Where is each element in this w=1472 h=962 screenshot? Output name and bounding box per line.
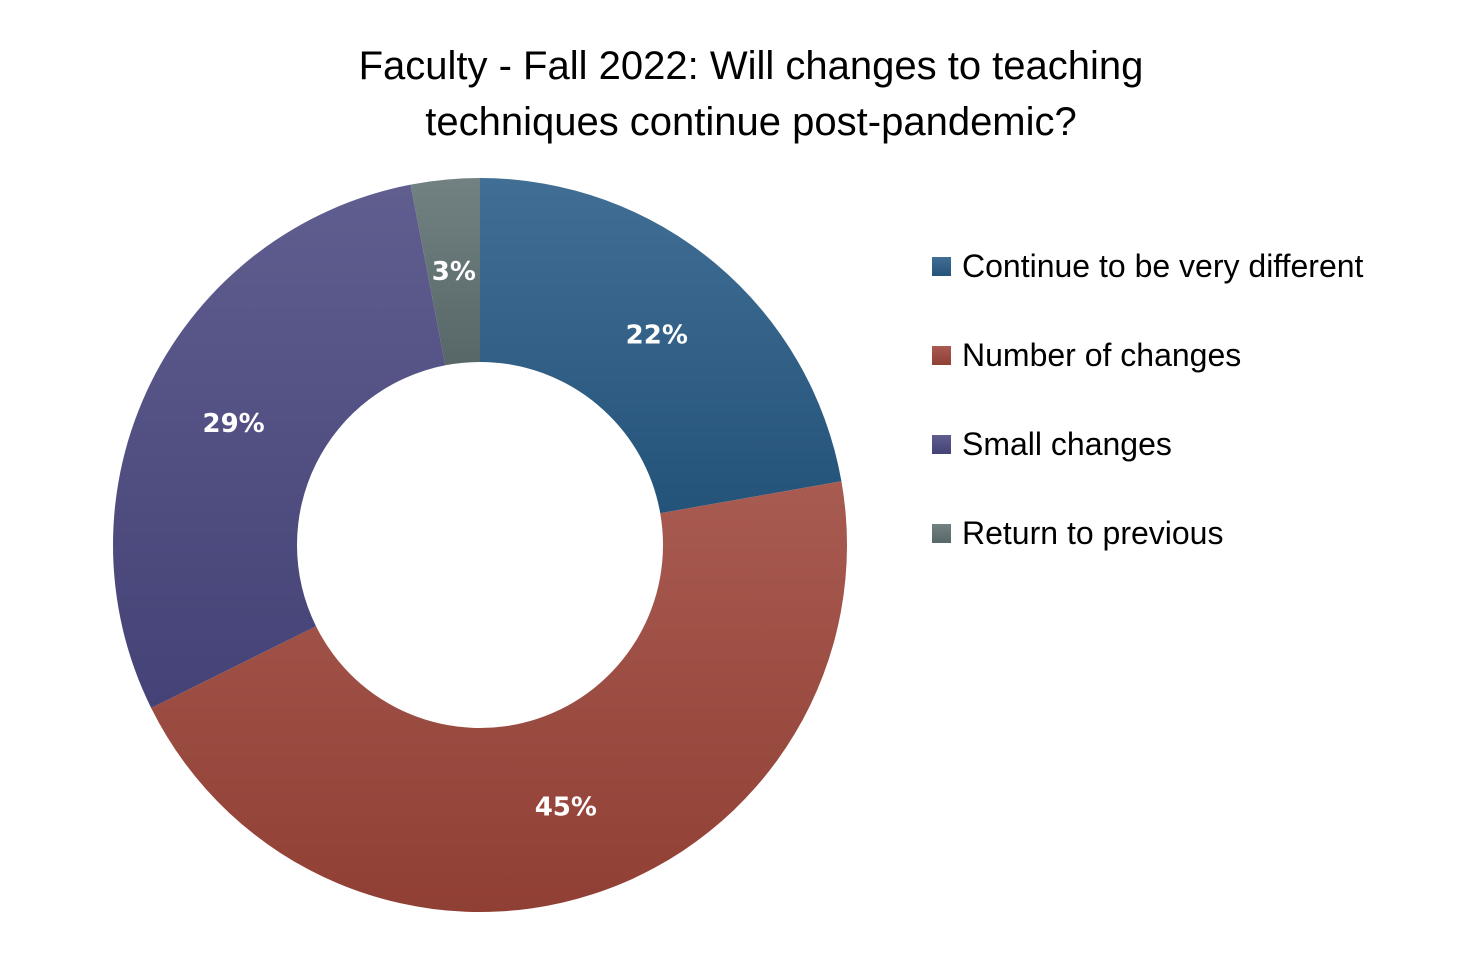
donut-slice-1 xyxy=(151,481,847,912)
legend-item: Continue to be very different xyxy=(932,222,1363,311)
legend-swatch xyxy=(932,346,951,365)
chart-title: Faculty - Fall 2022: Will changes to tea… xyxy=(0,38,1472,150)
legend-swatch xyxy=(932,257,951,276)
legend-swatch xyxy=(932,524,951,543)
legend: Continue to be very different Number of … xyxy=(932,222,1363,578)
data-label: 3% xyxy=(432,257,476,287)
legend-label: Return to previous xyxy=(962,515,1224,551)
chart-title-line-1: Faculty - Fall 2022: Will changes to tea… xyxy=(358,44,1144,88)
legend-label: Continue to be very different xyxy=(962,248,1364,284)
legend-item: Small changes xyxy=(932,400,1363,489)
data-label: 22% xyxy=(626,320,688,350)
data-label: 45% xyxy=(535,792,597,822)
donut-slice-2 xyxy=(112,184,446,708)
donut-slice-3 xyxy=(410,178,480,366)
legend-label: Small changes xyxy=(962,426,1172,462)
legend-label: Number of changes xyxy=(962,337,1242,373)
legend-swatch xyxy=(932,435,951,454)
donut-slice-0 xyxy=(480,178,842,514)
legend-item: Return to previous xyxy=(932,489,1363,578)
legend-item: Number of changes xyxy=(932,311,1363,400)
data-label: 29% xyxy=(202,409,264,439)
chart-title-line-2: techniques continue post-pandemic? xyxy=(425,100,1077,144)
